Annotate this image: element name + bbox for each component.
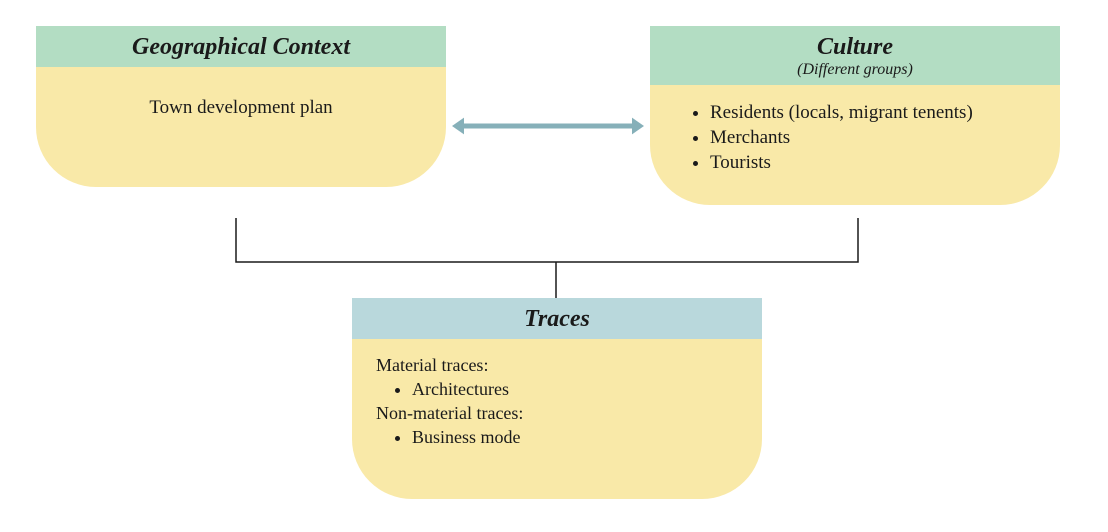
section-list: Architectures bbox=[376, 379, 738, 400]
list-item: Merchants bbox=[710, 127, 1036, 149]
geographical-context-box: Geographical Context Town development pl… bbox=[36, 26, 446, 187]
traces-box: Traces Material traces: Architectures No… bbox=[352, 298, 762, 499]
box-header: Culture (Different groups) bbox=[650, 26, 1060, 85]
box-title: Traces bbox=[362, 306, 752, 333]
list-item: Residents (locals, migrant tenents) bbox=[710, 102, 1036, 124]
box-body: Material traces: Architectures Non-mater… bbox=[352, 339, 762, 499]
section-label: Non-material traces: bbox=[376, 403, 738, 424]
box-title: Culture bbox=[660, 34, 1050, 61]
list-item: Business mode bbox=[412, 427, 738, 448]
body-text: Town development plan bbox=[149, 97, 332, 118]
box-header: Traces bbox=[352, 298, 762, 339]
section-list: Business mode bbox=[376, 427, 738, 448]
culture-list: Residents (locals, migrant tenents) Merc… bbox=[674, 102, 1036, 174]
list-item: Architectures bbox=[412, 379, 738, 400]
box-header: Geographical Context bbox=[36, 26, 446, 67]
box-subtitle: (Different groups) bbox=[660, 61, 1050, 79]
section-label: Material traces: bbox=[376, 355, 738, 376]
box-title: Geographical Context bbox=[46, 34, 436, 61]
box-body: Town development plan bbox=[36, 67, 446, 187]
list-item: Tourists bbox=[710, 152, 1036, 174]
culture-box: Culture (Different groups) Residents (lo… bbox=[650, 26, 1060, 205]
box-body: Residents (locals, migrant tenents) Merc… bbox=[650, 85, 1060, 205]
